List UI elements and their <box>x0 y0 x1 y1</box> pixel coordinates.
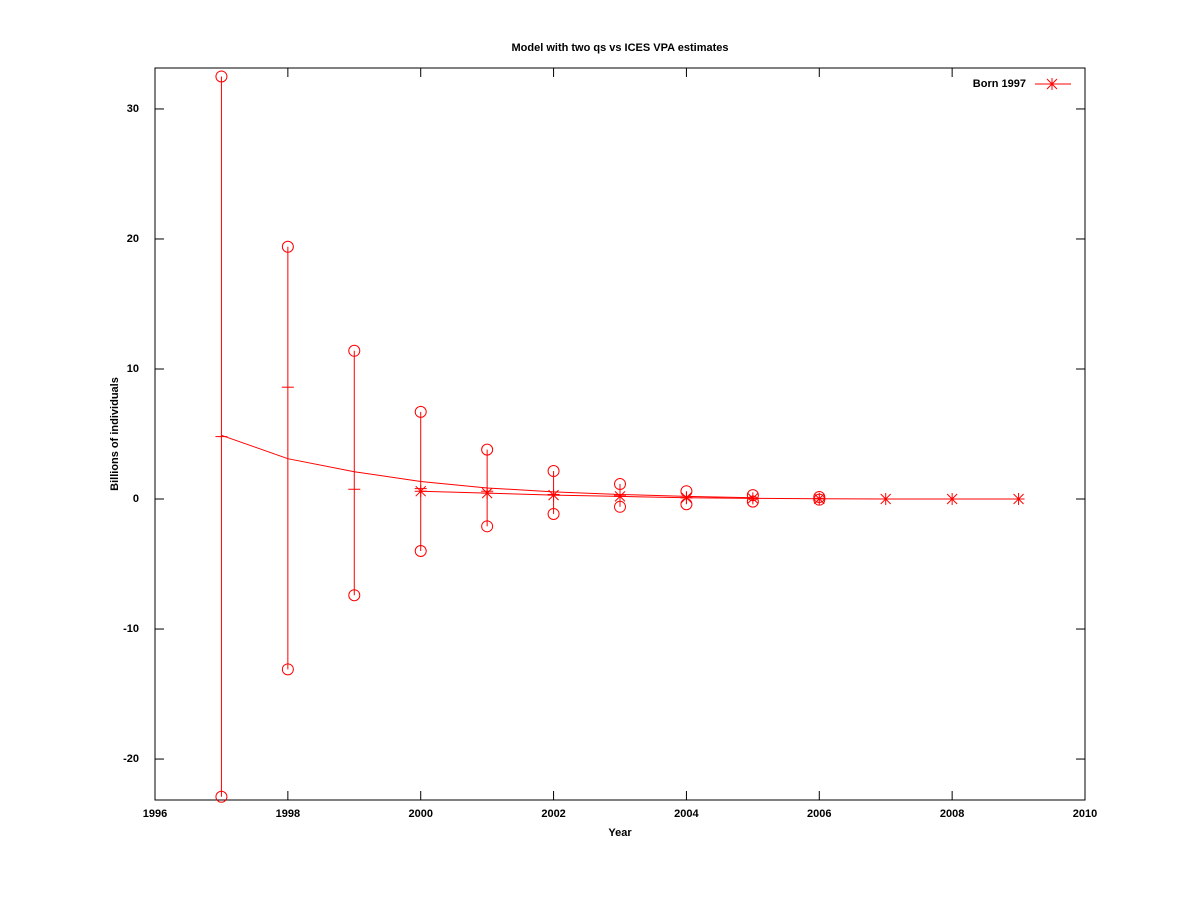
error-high <box>348 344 361 357</box>
error-low <box>680 498 693 511</box>
error-low <box>215 790 228 803</box>
error-high <box>614 478 626 491</box>
chart-title: Model with two qs vs ICES VPA estimates <box>512 42 729 54</box>
y-axis-label: Billions of individuals <box>109 377 121 491</box>
error-high <box>813 491 826 504</box>
x-tick-label: 2010 <box>1073 808 1097 820</box>
x-tick-label: 2004 <box>674 808 699 820</box>
error-high <box>547 465 560 478</box>
x-tick-label: 2000 <box>408 808 432 820</box>
x-axis-label: Year <box>608 827 632 839</box>
error-high <box>680 485 693 498</box>
y-tick-label: -20 <box>123 753 139 765</box>
x-tick-label: 2006 <box>807 808 831 820</box>
error-low <box>746 495 759 508</box>
x-tick-label: 1996 <box>143 808 167 820</box>
star-point <box>946 493 959 506</box>
error-low <box>414 545 427 558</box>
star-point <box>1012 493 1025 506</box>
y-tick-label: 20 <box>127 233 139 245</box>
error-low <box>547 507 560 520</box>
y-tick-label: 30 <box>127 103 139 115</box>
x-tick-label: 1998 <box>276 808 300 820</box>
legend-label: Born 1997 <box>973 78 1026 90</box>
error-high <box>414 405 427 418</box>
y-tick-label: -10 <box>123 623 139 635</box>
error-high <box>481 443 494 456</box>
error-low <box>614 500 626 513</box>
series-line <box>420 490 1019 500</box>
star-point <box>879 493 892 506</box>
error-low <box>481 520 494 533</box>
x-tick-label: 2008 <box>940 808 964 820</box>
x-tick-label: 2002 <box>541 808 565 820</box>
error-low <box>813 493 826 506</box>
error-high <box>281 240 294 253</box>
plot-frame <box>154 67 1086 801</box>
error-high <box>215 70 228 83</box>
y-tick-label: 0 <box>133 493 139 505</box>
error-low <box>281 663 294 676</box>
error-high <box>746 489 759 502</box>
legend-marker <box>1046 78 1058 90</box>
y-tick-label: 10 <box>127 363 139 375</box>
error-low <box>348 589 361 602</box>
